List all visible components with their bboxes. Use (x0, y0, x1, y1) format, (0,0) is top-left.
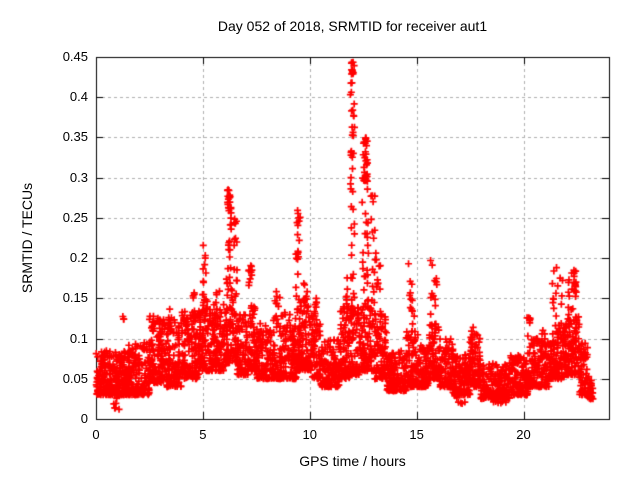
y-tick-label: 0.3 (69, 169, 88, 185)
y-tick-label: 0.1 (69, 330, 88, 346)
y-tick-label: 0.25 (62, 209, 88, 225)
y-tick-label: 0 (80, 411, 88, 426)
x-tick-label: 0 (92, 427, 100, 442)
y-axis-label: SRMTID / TECUs (19, 182, 35, 294)
chart-title: Day 052 of 2018, SRMTID for receiver aut… (217, 18, 488, 34)
y-tick-label: 0.15 (62, 290, 88, 306)
y-tick-label: 0.35 (62, 129, 88, 145)
x-tick-label: 20 (516, 427, 531, 442)
x-tick-label: 15 (409, 427, 424, 442)
y-tick-label: 0.05 (62, 370, 88, 386)
x-tick-label: 10 (302, 427, 317, 442)
x-axis-label: GPS time / hours (299, 453, 406, 469)
x-tick-label: 5 (199, 427, 207, 442)
y-tick-label: 0.2 (69, 250, 88, 266)
y-tick-label: 0.45 (62, 49, 88, 64)
y-tick-label: 0.4 (69, 89, 88, 105)
